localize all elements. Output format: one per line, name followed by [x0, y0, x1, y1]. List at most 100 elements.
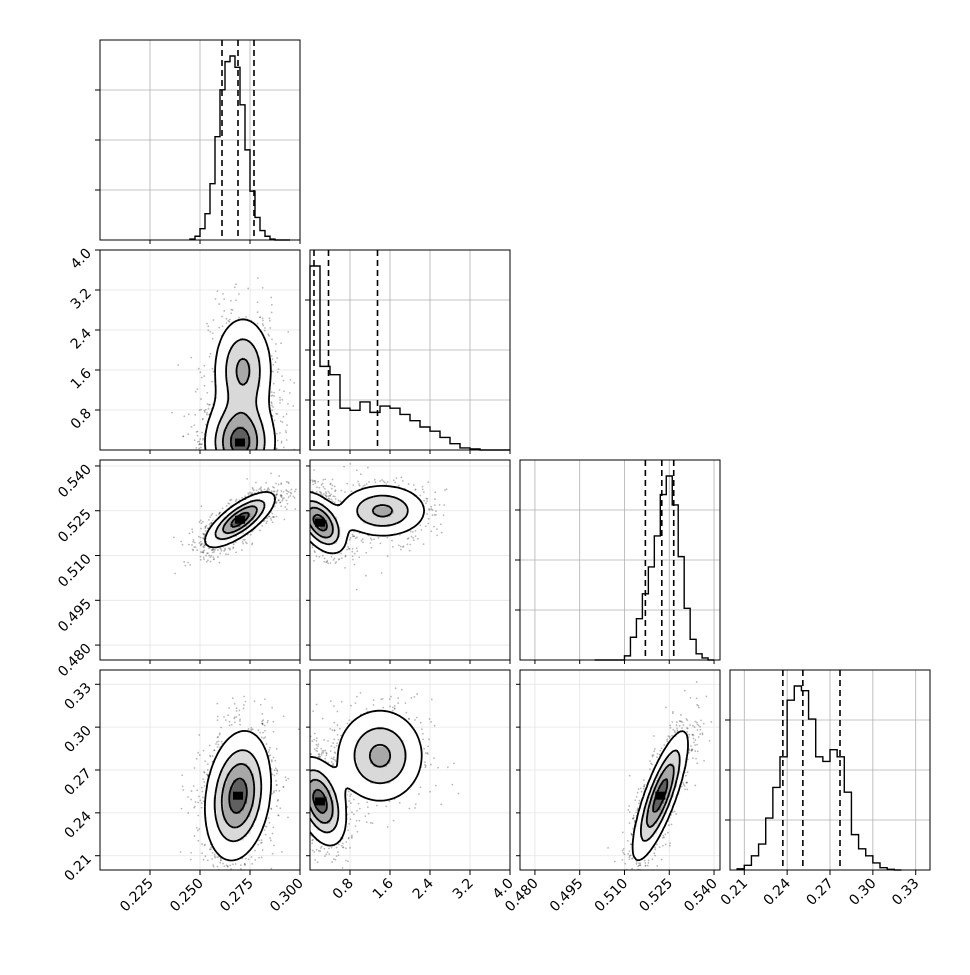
density-cell	[260, 377, 264, 381]
density-cell	[220, 427, 224, 431]
density-cell	[257, 337, 261, 341]
sample-point	[288, 491, 290, 493]
sample-point	[313, 560, 315, 562]
sample-point	[356, 550, 358, 552]
density-cell	[250, 440, 254, 444]
density-cell	[227, 367, 231, 371]
density-cell	[217, 533, 221, 537]
density-cell	[237, 327, 241, 331]
sample-point	[200, 551, 202, 553]
density-cell	[263, 423, 267, 427]
sample-point	[279, 402, 281, 404]
sample-point	[316, 555, 318, 557]
sample-point	[200, 398, 202, 400]
density-cell	[210, 433, 214, 437]
sample-point	[277, 371, 279, 373]
density-cell	[210, 423, 214, 427]
sample-point	[262, 317, 264, 319]
density-cell	[267, 507, 271, 511]
density-cell	[240, 370, 244, 374]
density-cell	[233, 347, 237, 351]
sample-point	[195, 447, 197, 449]
density-cell	[267, 437, 271, 441]
density-cell	[233, 327, 237, 331]
density-cell	[267, 440, 271, 444]
density-cell	[243, 400, 247, 404]
density-cell	[230, 387, 234, 391]
density-cell	[247, 323, 251, 327]
density-cell	[250, 387, 254, 391]
density-cell	[220, 367, 224, 371]
density-cell	[253, 413, 257, 417]
sample-point	[323, 493, 325, 495]
density-cell	[223, 393, 227, 397]
density-cell	[217, 403, 221, 407]
sample-point	[285, 432, 287, 434]
density-cell	[243, 363, 247, 367]
sample-point	[322, 483, 324, 485]
density-cell	[227, 410, 231, 414]
density-cell	[243, 387, 247, 391]
density-cell	[257, 430, 261, 434]
density-peak	[235, 516, 245, 524]
sample-point	[273, 490, 275, 492]
density-cell	[230, 367, 234, 371]
sample-point	[185, 565, 187, 567]
density-cell	[233, 330, 237, 334]
sample-point	[271, 304, 273, 306]
sample-point	[280, 342, 282, 344]
density-cell	[243, 323, 247, 327]
density-cell	[253, 327, 257, 331]
density-cell	[230, 373, 234, 377]
density-cell	[230, 360, 234, 364]
density-cell	[247, 387, 251, 391]
sample-point	[341, 557, 343, 559]
sample-point	[198, 536, 200, 538]
density-cell	[233, 407, 237, 411]
density-cell	[250, 353, 254, 357]
density-cell	[263, 393, 267, 397]
sample-point	[365, 575, 367, 577]
density-cell	[253, 367, 257, 371]
sample-point	[223, 310, 225, 312]
sample-point	[242, 539, 244, 541]
density-cell	[233, 387, 237, 391]
density-cell	[207, 440, 211, 444]
sample-point	[205, 555, 207, 557]
sample-point	[356, 589, 358, 591]
density-cell	[240, 320, 244, 324]
density-cell	[240, 387, 244, 391]
density-cell	[217, 377, 221, 381]
density-cell	[210, 430, 214, 434]
density-cell	[260, 413, 264, 417]
density-cell	[210, 440, 214, 444]
density-cell	[263, 497, 267, 501]
density-cell	[257, 347, 261, 351]
density-cell	[240, 353, 244, 357]
sample-point	[262, 287, 264, 289]
density-cell	[210, 530, 214, 534]
sample-point	[238, 293, 240, 295]
density-cell	[250, 363, 254, 367]
density-cell	[233, 420, 237, 424]
density-cell	[237, 390, 241, 394]
sample-point	[242, 543, 244, 545]
density-cell	[237, 417, 241, 421]
density-cell	[260, 410, 264, 414]
sample-point	[267, 487, 269, 489]
density-cell	[260, 380, 264, 384]
sample-point	[247, 288, 249, 290]
sample-point	[211, 381, 213, 383]
sample-point	[294, 497, 296, 499]
density-cell	[267, 423, 271, 427]
density-cell	[233, 360, 237, 364]
sample-point	[283, 519, 285, 521]
sample-point	[189, 564, 191, 566]
density-cell	[237, 353, 241, 357]
density-cell	[247, 330, 251, 334]
sample-point	[279, 397, 281, 399]
sample-point	[199, 438, 201, 440]
density-cell	[217, 367, 221, 371]
density-cell	[223, 343, 227, 347]
density-cell	[250, 380, 254, 384]
